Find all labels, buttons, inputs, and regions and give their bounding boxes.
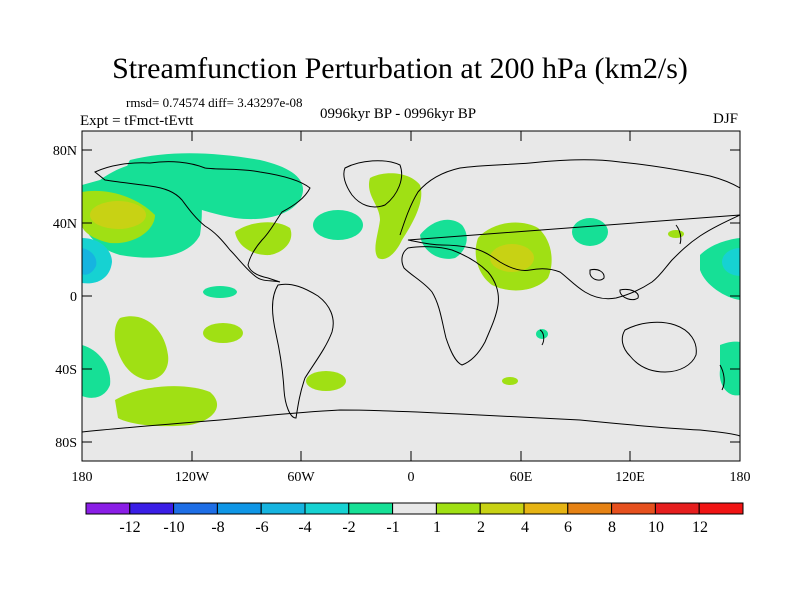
contour-neg-sindian [719,341,740,396]
stats-text: rmsd= 0.74574 diff= 3.43297e-08 [126,95,303,110]
lat-label: 0 [70,290,77,305]
contour-neg-natlantic [313,210,363,240]
coast-africa [401,246,499,366]
colorbar-label: 8 [608,519,616,536]
contour-neg-equatorial-pacific [203,286,237,298]
contour-pos-spacific-2 [114,316,169,380]
coast-new-zealand [719,364,725,391]
lat-label: 80N [53,144,77,159]
colorbar-label: -10 [163,519,184,536]
colorbar-swatch [304,502,350,515]
plot-title: Streamfunction Perturbation at 200 hPa (… [112,52,688,85]
coast-island-2 [619,289,639,301]
lat-label: 40N [53,217,77,232]
colorbar-label: 4 [521,519,529,536]
coast-south-america [272,283,334,419]
coast-greenland [343,160,403,208]
coast-north-america [94,161,311,283]
period-label: 0996kyr BP - 0996kyr BP [320,106,477,122]
coastlines [82,159,740,437]
lon-label: 120W [175,470,210,485]
coast-eurasia [399,159,740,300]
contour-pos-japan [668,230,684,238]
lon-label: 60E [510,470,533,485]
colorbar-swatch [479,502,525,515]
colorbar-labels: -12 -10 -8 -6 -4 -2 -1 1 2 4 6 8 10 12 [119,519,708,536]
longitude-labels: 180 120W 60W 0 60E 120E 180 [72,470,751,485]
lon-label: 0 [408,470,415,485]
colorbar-swatch [567,502,613,515]
contour-pos-sindian [502,377,518,385]
contour-neg-east-edge-core [722,248,740,276]
colorbar-swatch [173,502,218,515]
contour-neg-spacific [82,345,111,398]
colorbar-swatch [392,502,437,515]
contour-pos-npacific-core [90,201,146,229]
positive-anomaly-regions [114,173,684,427]
colorbar-label: 2 [477,519,485,536]
coast-madagascar [539,329,545,346]
lon-label: 60W [287,470,315,485]
colorbar-swatch [698,502,744,515]
contour-pos-spacific-1 [203,323,243,343]
plot-area [82,131,740,461]
lon-label: 180 [72,470,93,485]
contour-pos-southern-ocean [115,386,218,427]
experiment-label: Expt = tFmct-tEvtt [80,113,194,129]
colorbar-label: -4 [298,519,311,536]
colorbar-swatch [85,502,131,515]
coast-antarctica [82,409,740,437]
colorbar-label: 12 [692,519,708,536]
lon-label: 120E [615,470,645,485]
coast-australia [621,321,697,373]
colorbar [85,502,744,515]
colorbar-label: -1 [386,519,399,536]
colorbar-swatch [523,502,569,515]
contour-neg-madagascar [536,329,548,339]
colorbar-swatch [129,502,175,515]
colorbar-label: -12 [119,519,140,536]
lon-label: 180 [730,470,751,485]
contour-neg-wpacific-core [82,248,97,275]
contour-pos-arabia-core [490,244,534,272]
colorbar-label: -6 [255,519,268,536]
coast-japan [675,224,682,245]
colorbar-swatch [611,502,656,515]
colorbar-swatch [260,502,306,515]
latitude-labels: 80N 40N 0 40S 80S [53,144,77,451]
colorbar-label: 6 [564,519,572,536]
contour-pos-greenland [368,173,422,260]
colorbar-swatch [435,502,481,515]
season-label: DJF [712,111,738,127]
tick-marks [81,131,741,461]
contour-neg-npacific-belt [126,153,304,220]
colorbar-swatch [348,502,394,515]
negative-anomaly-regions [82,153,740,398]
colorbar-label: 1 [433,519,441,536]
colorbar-label: 10 [648,519,664,536]
contour-pos-satlantic [306,371,346,391]
lat-label: 40S [55,363,77,378]
contour-neg-asia [572,218,608,246]
colorbar-label: -8 [211,519,224,536]
contour-neg-mediterranean [420,219,467,259]
colorbar-swatch [654,502,700,515]
lat-label: 80S [55,436,77,451]
colorbar-swatch [216,502,262,515]
colorbar-label: -2 [342,519,355,536]
coast-island-1 [589,269,605,281]
